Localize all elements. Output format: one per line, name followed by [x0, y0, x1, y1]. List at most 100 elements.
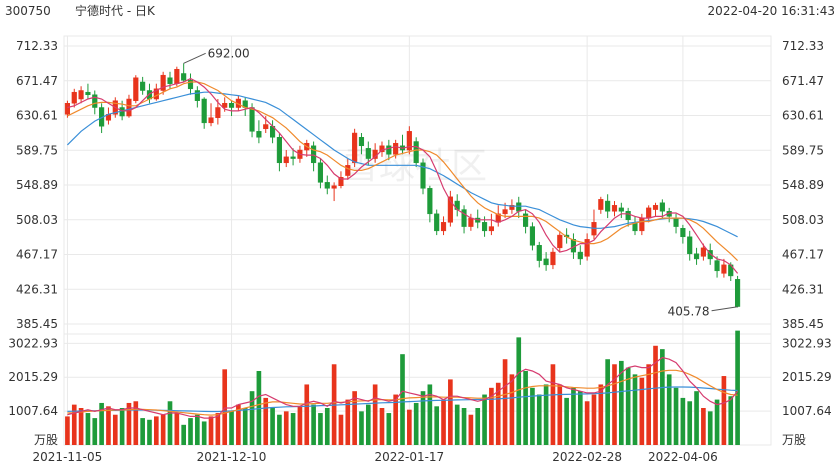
- candle-body: [687, 236, 693, 255]
- price-tick-label-left: 426.31: [16, 282, 58, 296]
- candle-body: [735, 279, 741, 307]
- volume-bar: [625, 367, 631, 445]
- volume-bar: [201, 421, 207, 445]
- candle-body: [550, 251, 556, 266]
- volume-bar: [407, 409, 412, 445]
- volume-bar: [174, 413, 180, 445]
- candle-body: [481, 222, 488, 232]
- candle: [331, 182, 337, 202]
- volume-tick-label-left: 3022.93: [8, 336, 58, 350]
- price-axis: 712.33 712.33 671.47 671.47 630.61 630.61 589.…: [16, 39, 824, 331]
- volume-bar: [454, 404, 460, 445]
- price-tick-label-right: 630.61: [782, 109, 824, 123]
- volume-bar: [393, 394, 398, 445]
- price-ma-short-line: [67, 77, 739, 274]
- volume-tick-label-right: 3022.93: [782, 336, 832, 350]
- date-label: 2022-01-17: [374, 450, 444, 464]
- candle-body: [516, 202, 522, 212]
- price-tick-label-right: 426.31: [782, 282, 824, 296]
- candle-body: [352, 132, 358, 164]
- candle-body: [584, 239, 590, 257]
- volume-bar: [632, 374, 638, 445]
- high-marker-line: [183, 52, 206, 64]
- high-marker-label: 692.00: [208, 46, 250, 60]
- candle: [652, 202, 659, 217]
- candle-body: [502, 209, 508, 215]
- candle: [64, 100, 70, 118]
- candle: [338, 171, 344, 189]
- price-tick-label-right: 508.03: [782, 213, 824, 227]
- candle-body: [263, 124, 269, 130]
- candle: [584, 233, 590, 261]
- candle: [577, 245, 583, 265]
- candle: [516, 196, 522, 219]
- candle: [461, 205, 467, 234]
- candle: [78, 86, 84, 104]
- volume-bar: [427, 384, 433, 445]
- volume-bar: [352, 391, 357, 445]
- candle-body: [605, 200, 611, 212]
- stock-code: 300750: [5, 4, 51, 18]
- candle: [352, 128, 358, 168]
- candle-body: [187, 80, 194, 90]
- candle: [153, 83, 159, 101]
- candle-body: [673, 217, 679, 227]
- grid: [63, 35, 772, 446]
- volume-ma-mid-line: [67, 369, 738, 416]
- price-tick-label-left: 385.45: [16, 317, 58, 331]
- candle-body: [557, 234, 563, 249]
- candle: [187, 73, 194, 95]
- candle: [324, 175, 330, 195]
- volume-bar: [701, 408, 706, 445]
- candle: [201, 97, 207, 129]
- volume-bar: [714, 399, 720, 445]
- candle-body: [78, 90, 84, 100]
- candle: [358, 133, 365, 155]
- volume-bar: [468, 414, 474, 445]
- volume-bar: [530, 387, 535, 445]
- candle: [406, 126, 412, 155]
- volume-bar: [673, 387, 679, 445]
- candle-body: [659, 202, 665, 212]
- candle: [557, 230, 563, 253]
- volume-unit-right: 万股: [782, 433, 806, 447]
- price-tick-label-right: 385.45: [782, 317, 824, 331]
- candle-body: [324, 182, 330, 189]
- volume-bar: [263, 397, 269, 445]
- volume-axis: 3022.93 3022.93 2015.29 2015.29 1007.64 1007.…: [8, 336, 831, 447]
- candle: [256, 120, 262, 144]
- volume-bar: [687, 401, 693, 445]
- volume-bar: [707, 411, 713, 445]
- candle-body: [618, 207, 624, 212]
- candle: [591, 209, 597, 240]
- candle: [269, 120, 276, 144]
- candle-body: [358, 137, 365, 147]
- candle-body: [434, 213, 440, 232]
- price-tick-label-right: 671.47: [782, 74, 824, 88]
- volume-bar: [721, 376, 727, 445]
- candle: [523, 209, 529, 234]
- volume-bar: [92, 418, 98, 445]
- candle: [447, 190, 453, 227]
- candle-body: [427, 188, 433, 215]
- volume-bar: [728, 396, 734, 445]
- candle-body: [440, 222, 447, 232]
- volume-bar: [283, 411, 289, 445]
- low-marker-label: 405.78: [668, 305, 710, 319]
- volume-bar: [400, 354, 405, 445]
- price-tick-label-right: 467.17: [782, 248, 824, 262]
- price-ma-mid-line: [67, 81, 739, 262]
- candle: [598, 196, 604, 214]
- candle-body: [406, 131, 412, 151]
- candle-body: [714, 260, 720, 272]
- volume-bar: [112, 414, 118, 445]
- candle: [160, 71, 166, 95]
- volume-bar: [612, 364, 617, 445]
- volume-bar: [270, 408, 275, 445]
- candle-body: [338, 177, 344, 187]
- volume-bar: [256, 371, 262, 445]
- volume-bar: [249, 391, 255, 445]
- volume-bar: [119, 408, 125, 445]
- candle-body: [700, 247, 706, 257]
- candle-body: [133, 77, 139, 101]
